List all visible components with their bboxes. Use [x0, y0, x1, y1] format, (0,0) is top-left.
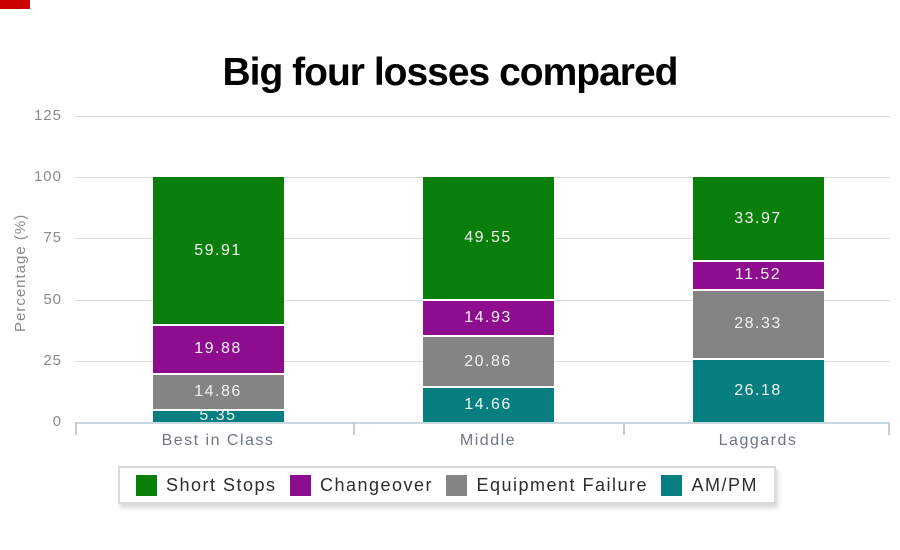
bar-segment: 11.52	[692, 260, 824, 289]
bar-value-label: 14.93	[464, 308, 512, 326]
category-label: Middle	[459, 432, 517, 449]
bar-segment: 26.18	[692, 357, 824, 422]
bar-segment: 19.88	[152, 323, 284, 373]
legend-label: Equipment Failure	[476, 474, 649, 495]
legend: Short Stops Changeover Equipment Failure AM…	[118, 466, 776, 504]
category-label: Best in Class	[161, 432, 275, 449]
bar-value-label: 28.33	[734, 315, 782, 333]
legend-label: Changeover	[319, 474, 434, 495]
y-tick-label: 50	[43, 290, 62, 308]
legend-item: AM/PM	[661, 474, 758, 496]
bar-value-label: 49.55	[464, 228, 512, 246]
stacked-bar: 59.91 19.88 14.86 5.35	[152, 177, 284, 425]
bar-value-label: 5.35	[199, 407, 237, 425]
bar-segment: 59.91	[152, 177, 284, 324]
bar-value-label: 26.18	[734, 381, 782, 399]
x-axis-tick	[623, 422, 625, 435]
legend-swatch	[661, 474, 683, 496]
y-tick-label: 125	[33, 107, 62, 124]
bar-value-label: 14.86	[194, 382, 242, 400]
category-label: Laggards	[718, 432, 798, 449]
x-axis-tick	[888, 422, 890, 435]
bar-segment: 28.33	[692, 288, 824, 358]
gridline	[75, 116, 890, 117]
bar-segment: 20.86	[422, 335, 554, 387]
y-tick-label: 75	[43, 229, 62, 247]
bar-segment: 33.97	[692, 177, 824, 261]
bar-segment: 14.86	[152, 372, 284, 409]
legend-item: Changeover	[289, 474, 434, 496]
red-marker	[0, 0, 30, 9]
stacked-bar: 33.97 11.52 28.33 26.18	[692, 177, 824, 422]
legend-label: Short Stops	[166, 474, 277, 495]
stacked-bar: 49.55 14.93 20.86 14.66	[422, 177, 554, 422]
y-tick-label: 100	[33, 168, 62, 186]
bar-value-label: 19.88	[194, 340, 242, 358]
plot-area: 59.91 19.88 14.86 5.35 49.55 14.93 20.86 14.66 3…	[75, 116, 890, 435]
y-tick-label: 25	[43, 351, 62, 369]
bar-segment: 14.93	[422, 298, 554, 336]
bar-value-label: 59.91	[194, 241, 242, 259]
bar-segment: 14.66	[422, 386, 554, 422]
bar-segment: 49.55	[422, 177, 554, 299]
legend-label: AM/PM	[691, 474, 758, 495]
legend-item: Short Stops	[136, 474, 277, 496]
bar-value-label: 11.52	[734, 266, 782, 284]
bar-value-label: 33.97	[734, 209, 782, 227]
x-axis-tick	[353, 422, 355, 435]
legend-swatch	[136, 474, 157, 496]
bar-value-label: 14.66	[464, 396, 512, 414]
y-tick-label: 0	[52, 413, 62, 430]
bar-segment: 5.35	[152, 407, 284, 425]
legend-swatch	[446, 474, 468, 496]
bar-value-label: 20.86	[464, 352, 512, 370]
chart-title: Big four losses compared	[222, 51, 679, 94]
legend-swatch	[289, 474, 311, 496]
legend-item: Equipment Failure	[446, 474, 649, 496]
x-axis-tick	[75, 422, 77, 435]
